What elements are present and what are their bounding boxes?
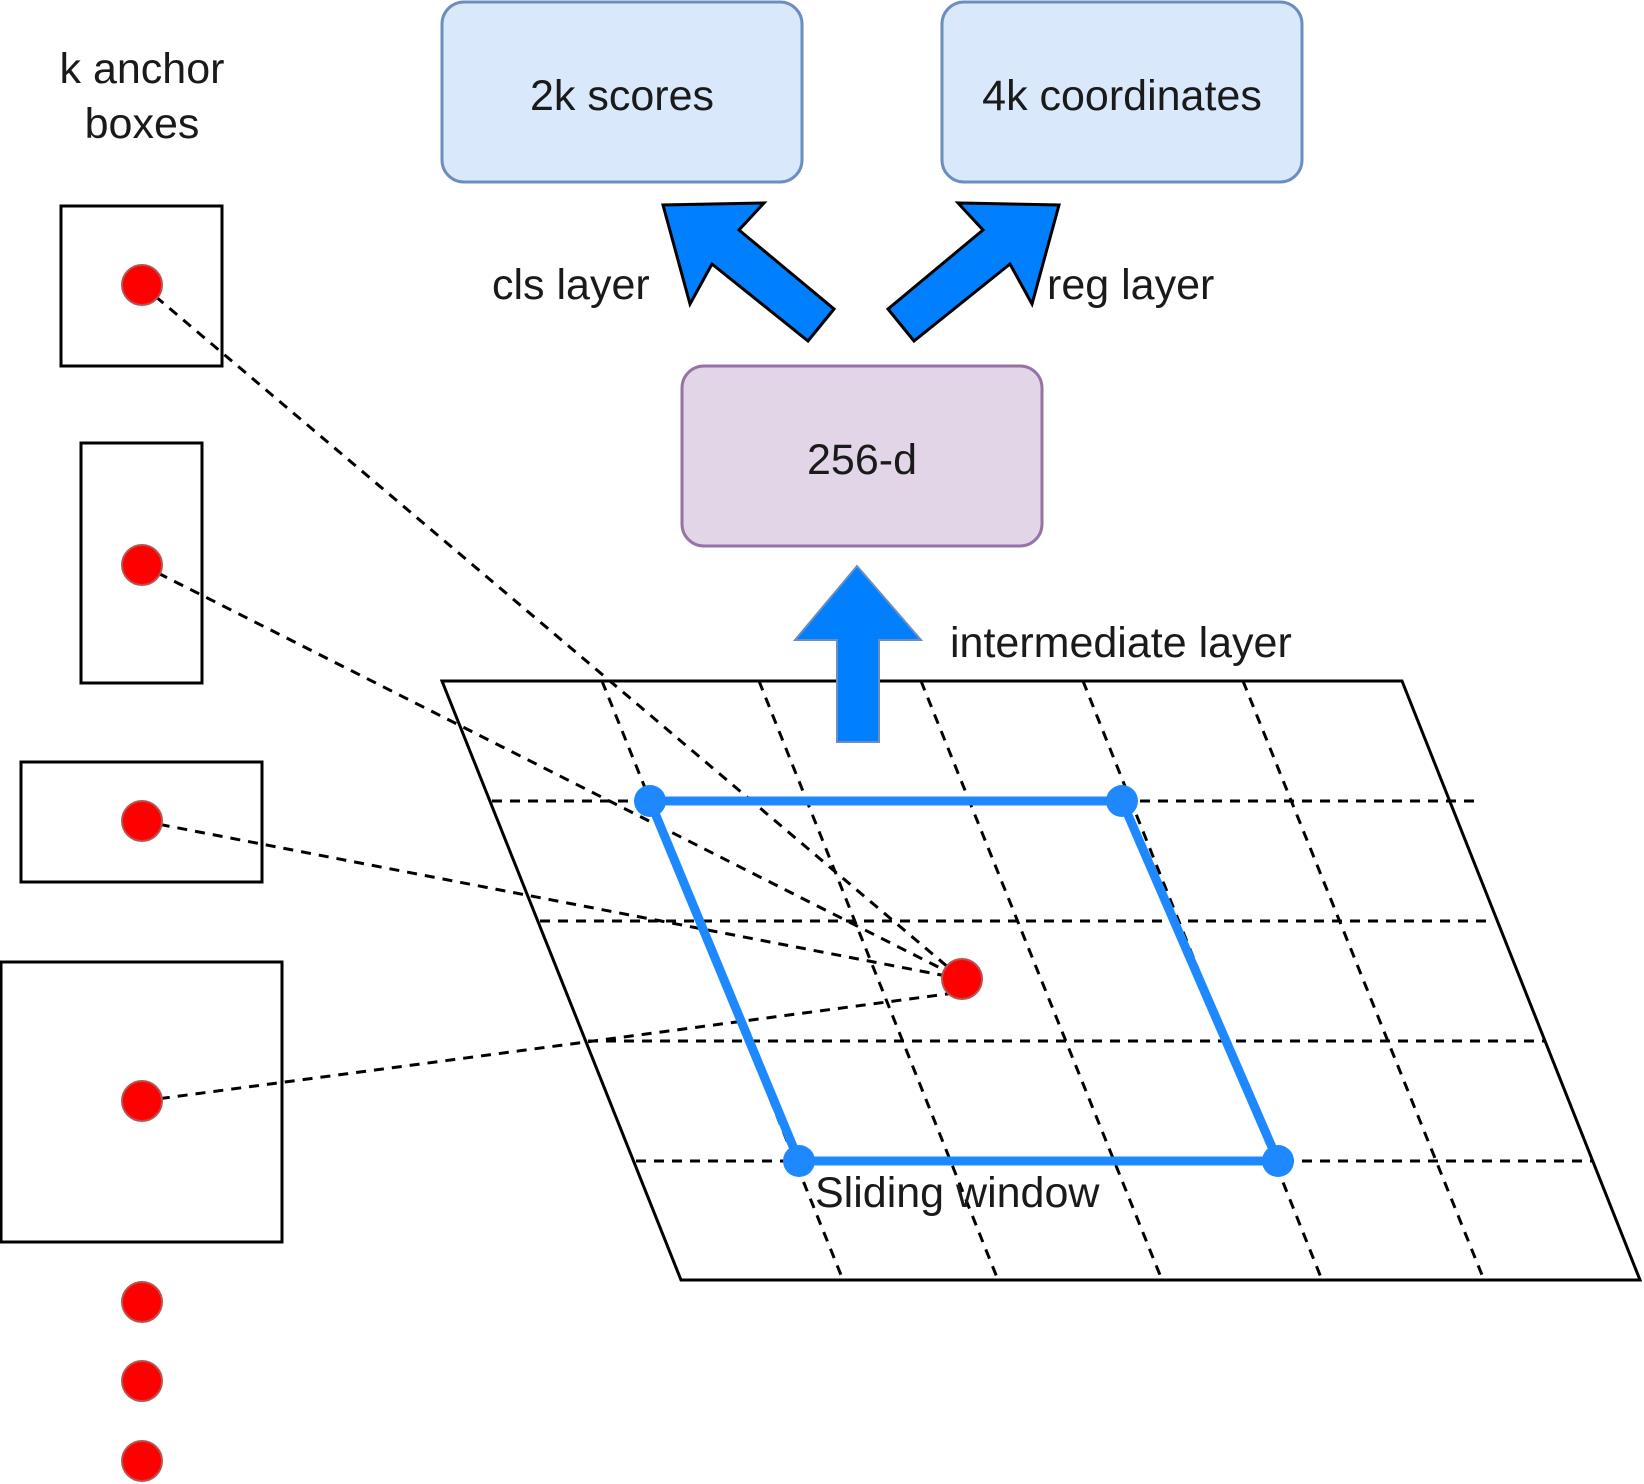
connector-line [141,819,963,981]
intermediate-layer-label: intermediate layer [950,619,1292,667]
window-center-dot [941,958,983,1000]
scores-box-label: 2k scores [530,72,714,120]
anchor-center-dot [121,544,163,586]
anchor-box-wide [19,760,264,884]
cls-layer-label: cls layer [492,261,650,309]
intermediate-arrow [792,564,924,743]
reg-layer-label: reg layer [1047,261,1214,309]
ellipsis-dot [121,1360,163,1402]
anchor-box-square-large [0,960,284,1244]
coordinates-box-label: 4k coordinates [982,72,1262,120]
scores-box [440,0,804,184]
window-corner-dot [783,1145,815,1177]
feature-map-outline [439,679,1643,1282]
cls-arrow [661,201,837,344]
anchor-box-tall [79,441,204,685]
feature-box-label: 256-d [807,436,917,484]
ellipsis-dot [121,1281,163,1323]
window-corner-dot [1262,1145,1294,1177]
connector-line [141,563,963,981]
window-corner-dot [1106,785,1138,817]
ellipsis-dot [121,1440,163,1482]
anchor-center-dot [121,800,163,842]
sliding-window-label: Sliding window [815,1169,1100,1217]
anchor-center-dot [121,1080,163,1122]
grid-col-line [1241,680,1486,1281]
anchor-boxes [0,204,284,1244]
anchor-box-square-small [59,204,224,368]
anchor-connectors [141,283,963,1103]
anchor-title-line-2: boxes [85,100,200,148]
sliding-window [634,785,1294,1177]
coordinates-box [940,0,1304,184]
anchor-center-dot [121,264,163,306]
anchor-dots [121,264,163,1482]
window-corner-dot [634,785,666,817]
reg-arrow [885,201,1061,344]
anchor-title-line-1: k anchor [60,45,225,93]
feature-box [680,364,1044,548]
connector-line [141,990,963,1103]
